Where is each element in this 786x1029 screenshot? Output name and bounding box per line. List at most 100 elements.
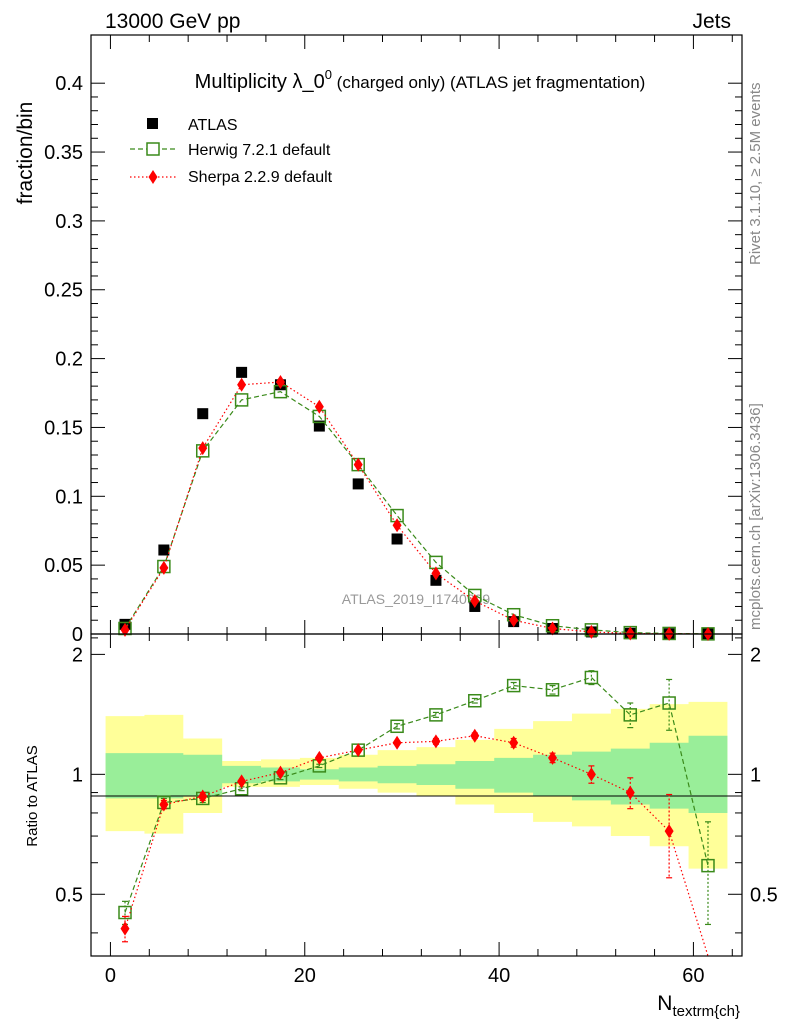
sherpa-point — [431, 566, 441, 581]
ratio-panel: 0.5 0.5 1 1 2 2 0 20 40 60 Ratio to ATLAS Ntextr… — [24, 633, 778, 1020]
ratio-y-tick-label: 0.5 — [55, 884, 83, 906]
sherpa-point — [120, 622, 130, 637]
watermark: ATLAS_2019_I1740909 — [342, 591, 491, 607]
y-axis-label: fraction/bin — [14, 102, 37, 205]
x-axis-label-main: N — [657, 992, 672, 1015]
ratio-sherpa-point — [392, 735, 402, 750]
sherpa-point — [275, 375, 285, 390]
atlas-point — [197, 408, 209, 420]
ratio-x-axis: 0 20 40 60 — [105, 634, 733, 987]
chart-title-suffix: (charged only) (ATLAS jet fragmentation) — [332, 73, 645, 92]
ratio-bands — [105, 701, 728, 869]
ratio-herwig-point — [701, 858, 715, 873]
atlas-point — [391, 533, 403, 545]
legend-atlas-label: ATLAS — [188, 117, 238, 134]
ratio-y-label: Ratio to ATLAS — [24, 745, 41, 846]
sherpa-point — [586, 624, 596, 639]
ratio-sherpa-point — [314, 750, 324, 765]
main-y-tick-label: 0.25 — [44, 280, 83, 302]
main-x-ticks — [109, 35, 733, 634]
main-series — [118, 366, 715, 641]
ratio-sherpa-point — [159, 797, 169, 812]
ratio-sherpa-point — [198, 789, 208, 804]
main-y-tick-label: 0.15 — [44, 417, 83, 439]
legend-herwig-label: Herwig 7.2.1 default — [188, 142, 331, 159]
rivet-label: Rivet 3.1.10, ≥ 2.5M events — [747, 83, 764, 266]
main-y-axis: 0 0.05 0.1 0.15 0.2 0.25 0.3 0.35 0.4 — [44, 73, 742, 646]
main-y-tick-label: 0.3 — [55, 211, 83, 233]
chart-title: Multiplicity λ_00 (charged only) (ATLAS … — [195, 67, 646, 93]
ratio-y-tick-label: 1 — [72, 764, 83, 786]
main-y-tick-label: 0.2 — [55, 349, 83, 371]
ratio-herwig-point — [429, 708, 443, 722]
ratio-band-outer — [105, 701, 728, 869]
ratio-sherpa-point — [353, 743, 363, 758]
chart-title-main: Multiplicity λ_0 — [195, 71, 325, 93]
ratio-sherpa-point — [237, 774, 247, 789]
atlas-point — [352, 478, 364, 490]
ratio-y-tick-label-right: 2 — [750, 644, 761, 666]
sherpa-point — [314, 399, 324, 414]
ratio-sherpa-point — [509, 735, 519, 750]
legend-sherpa-marker — [148, 170, 158, 184]
main-panel: 0 0.05 0.1 0.15 0.2 0.25 0.3 0.35 0.4 fraction/b… — [14, 34, 743, 646]
sherpa-point — [237, 377, 247, 392]
herwig-point — [234, 393, 249, 407]
ratio-series — [118, 670, 715, 957]
legend: ATLAS Herwig 7.2.1 default Sherpa 2.2.9 … — [130, 117, 333, 186]
legend-herwig: Herwig 7.2.1 default — [130, 142, 331, 159]
ratio-herwig-point — [468, 693, 482, 708]
main-y-tick-label: 0.4 — [55, 73, 83, 95]
ratio-sherpa-point — [625, 785, 635, 800]
legend-sherpa-label: Sherpa 2.2.9 default — [188, 169, 333, 186]
ratio-herwig-point — [118, 905, 132, 920]
series-line-2 — [124, 381, 708, 635]
sherpa-point — [198, 441, 208, 456]
x-tick-label: 40 — [488, 965, 510, 987]
ratio-sherpa-point — [664, 824, 674, 839]
x-tick-label: 0 — [105, 965, 116, 987]
ratio-sherpa-point — [548, 750, 558, 765]
sherpa-point — [470, 593, 480, 608]
ratio-herwig-point — [390, 719, 404, 734]
ratio-y-tick-label: 2 — [72, 644, 83, 666]
sherpa-point — [548, 621, 558, 636]
mcplots-label: mcplots.cern.ch [arXiv:1306.3436] — [747, 403, 764, 630]
ratio-herwig-point — [545, 683, 560, 697]
main-y-tick-label: 0.1 — [55, 486, 83, 508]
ratio-band-inner — [105, 735, 728, 813]
sherpa-point — [392, 518, 402, 533]
ratio-sherpa-point — [470, 728, 480, 743]
ratio-herwig-point — [662, 696, 676, 710]
atlas-point — [313, 420, 325, 432]
ratio-sherpa-point — [275, 765, 285, 780]
ratio-sherpa-point — [586, 767, 596, 782]
ratio-y-axis: 0.5 0.5 1 1 2 2 — [55, 637, 778, 934]
ratio-y-tick-label-right: 1 — [750, 764, 761, 786]
main-y-tick-label: 0.05 — [44, 555, 83, 577]
sherpa-point — [353, 457, 363, 472]
ratio-sherpa-point — [431, 734, 441, 749]
ratio-herwig-point — [623, 708, 638, 722]
ratio-herwig-point — [506, 678, 521, 693]
legend-sherpa: Sherpa 2.2.9 default — [130, 169, 333, 186]
main-y-tick-label: 0.35 — [44, 142, 83, 164]
x-axis-label: Ntextrm{ch} — [657, 992, 740, 1020]
main-y-tick-label: 0 — [72, 624, 83, 646]
x-axis-label-sub: textrm{ch} — [672, 1003, 740, 1020]
sherpa-point — [509, 613, 519, 628]
ratio-plot-frame — [90, 633, 743, 957]
energy-label: 13000 GeV pp — [105, 10, 240, 33]
ratio-y-tick-label-right: 0.5 — [750, 884, 778, 906]
chart-title-sup: 0 — [325, 67, 332, 82]
ratio-sherpa-point — [120, 921, 130, 936]
ratio-line-0 — [124, 676, 709, 913]
legend-atlas: ATLAS — [147, 117, 238, 134]
x-tick-label: 60 — [682, 965, 704, 987]
atlas-point — [236, 366, 248, 378]
legend-herwig-marker — [146, 142, 160, 156]
atlas-point — [158, 544, 170, 556]
sherpa-point — [159, 560, 169, 575]
ratio-herwig-point — [584, 670, 599, 685]
